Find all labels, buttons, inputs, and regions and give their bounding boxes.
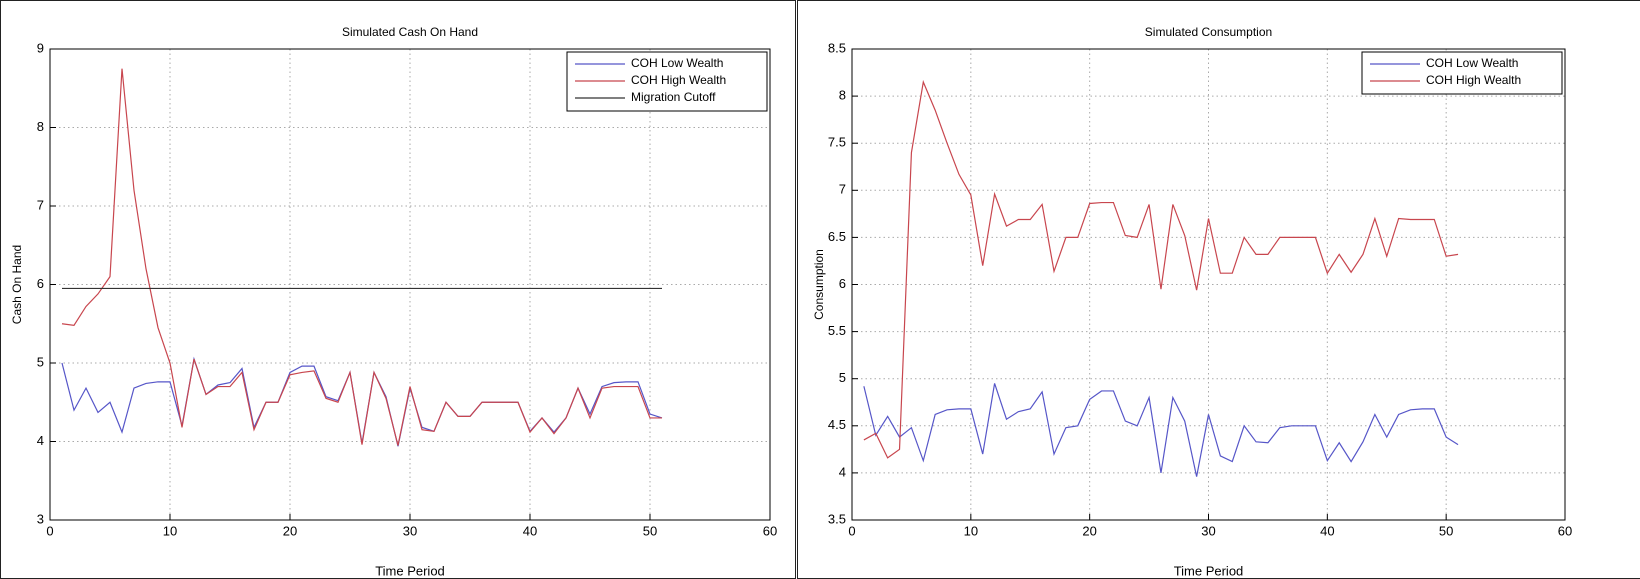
x-tick-label: 30 xyxy=(1201,523,1215,538)
x-tick-label: 20 xyxy=(283,523,297,538)
x-tick-label: 10 xyxy=(964,523,978,538)
y-tick-label: 4.5 xyxy=(828,417,846,432)
x-tick-label: 0 xyxy=(46,523,53,538)
y-tick-label: 4 xyxy=(839,464,846,479)
axes-box xyxy=(49,48,771,521)
x-tick-label: 60 xyxy=(1558,523,1572,538)
y-tick-label: 3 xyxy=(37,511,44,526)
x-tick-label: 10 xyxy=(163,523,177,538)
x-tick-label: 40 xyxy=(1320,523,1334,538)
y-tick-label: 7.5 xyxy=(828,135,846,150)
x-axis-label: Time Period xyxy=(1174,563,1244,578)
series-line xyxy=(863,79,1459,459)
legend-label: COH High Wealth xyxy=(631,73,726,87)
y-tick-label: 7 xyxy=(839,182,846,197)
y-axis-label: Consumption xyxy=(812,249,826,320)
y-tick-label: 5.5 xyxy=(828,323,846,338)
x-tick-label: 60 xyxy=(763,523,777,538)
y-tick-label: 8 xyxy=(839,88,846,103)
y-axis-label: Cash On Hand xyxy=(10,245,24,324)
series-line xyxy=(61,68,662,446)
chart-title: Simulated Cash On Hand xyxy=(342,25,478,39)
y-tick-label: 3.5 xyxy=(828,511,846,526)
y-tick-label: 8.5 xyxy=(828,40,846,55)
x-tick-label: 50 xyxy=(643,523,657,538)
x-tick-label: 0 xyxy=(848,523,855,538)
y-tick-label: 6 xyxy=(839,276,846,291)
y-tick-label: 5 xyxy=(839,370,846,385)
x-axis-label: Time Period xyxy=(375,563,445,578)
y-tick-label: 8 xyxy=(37,119,44,134)
legend-label: COH Low Wealth xyxy=(631,56,723,70)
y-tick-label: 5 xyxy=(37,354,44,369)
axes-box xyxy=(851,48,1566,521)
y-tick-label: 6 xyxy=(37,276,44,291)
y-tick-label: 6.5 xyxy=(828,229,846,244)
legend-label: COH Low Wealth xyxy=(1426,56,1518,70)
x-tick-label: 20 xyxy=(1082,523,1096,538)
x-tick-label: 50 xyxy=(1439,523,1453,538)
y-tick-label: 9 xyxy=(37,40,44,55)
chart-title: Simulated Consumption xyxy=(1145,25,1272,39)
series-line xyxy=(863,383,1459,477)
legend-label: COH High Wealth xyxy=(1426,73,1521,87)
legend-label: Migration Cutoff xyxy=(631,90,716,104)
legend-box xyxy=(1361,51,1563,95)
y-tick-label: 4 xyxy=(37,433,44,448)
x-tick-label: 40 xyxy=(523,523,537,538)
y-tick-label: 7 xyxy=(37,197,44,212)
x-tick-label: 30 xyxy=(403,523,417,538)
